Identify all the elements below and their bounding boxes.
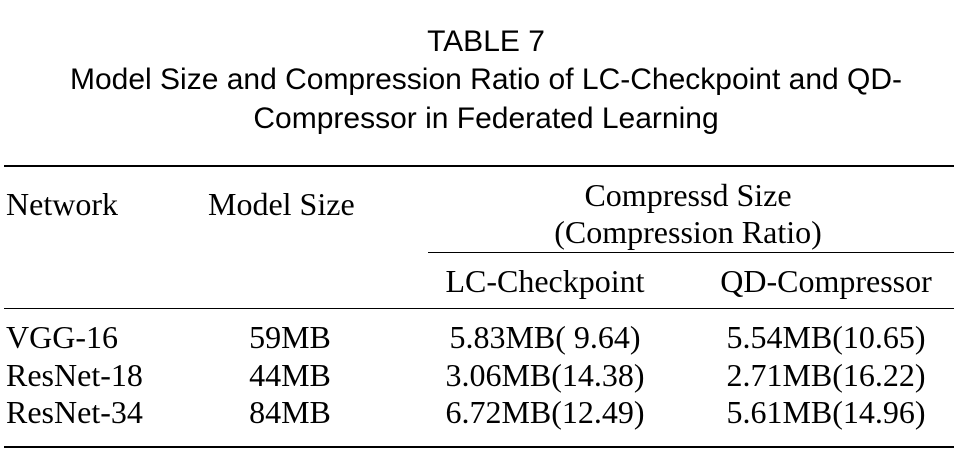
cell-model-size: 59MB [249,319,331,355]
cell-network: VGG-16 [6,319,118,355]
cell-model-size: 44MB [249,357,331,393]
table-caption-line-2: Compressor in Federated Learning [253,102,719,135]
cell-network: ResNet-34 [6,394,143,430]
header-compressed-size: Compressd Size [584,177,792,213]
header-model-size: Model Size [208,186,355,222]
table-caption-line-1: Model Size and Compression Ratio of LC-C… [69,63,903,96]
top-rule [4,165,954,167]
cell-lc-checkpoint: 6.72MB(12.49) [445,394,645,430]
cell-qd-compressor: 2.71MB(16.22) [726,357,926,393]
cell-qd-compressor: 5.61MB(14.96) [726,394,926,430]
header-network: Network [6,186,118,222]
header-compression-ratio: (Compression Ratio) [554,214,822,250]
bottom-rule [4,446,954,448]
cell-model-size: 84MB [249,394,331,430]
cell-lc-checkpoint: 3.06MB(14.38) [445,357,645,393]
header-group-rule [428,252,954,253]
table-label: TABLE 7 [427,25,545,58]
cell-qd-compressor: 5.54MB(10.65) [726,319,926,355]
cell-lc-checkpoint: 5.83MB( 9.64) [449,319,641,355]
cell-network: ResNet-18 [6,357,143,393]
header-lc-checkpoint: LC-Checkpoint [445,263,645,299]
header-rule [4,308,954,309]
header-qd-compressor: QD-Compressor [720,263,932,299]
